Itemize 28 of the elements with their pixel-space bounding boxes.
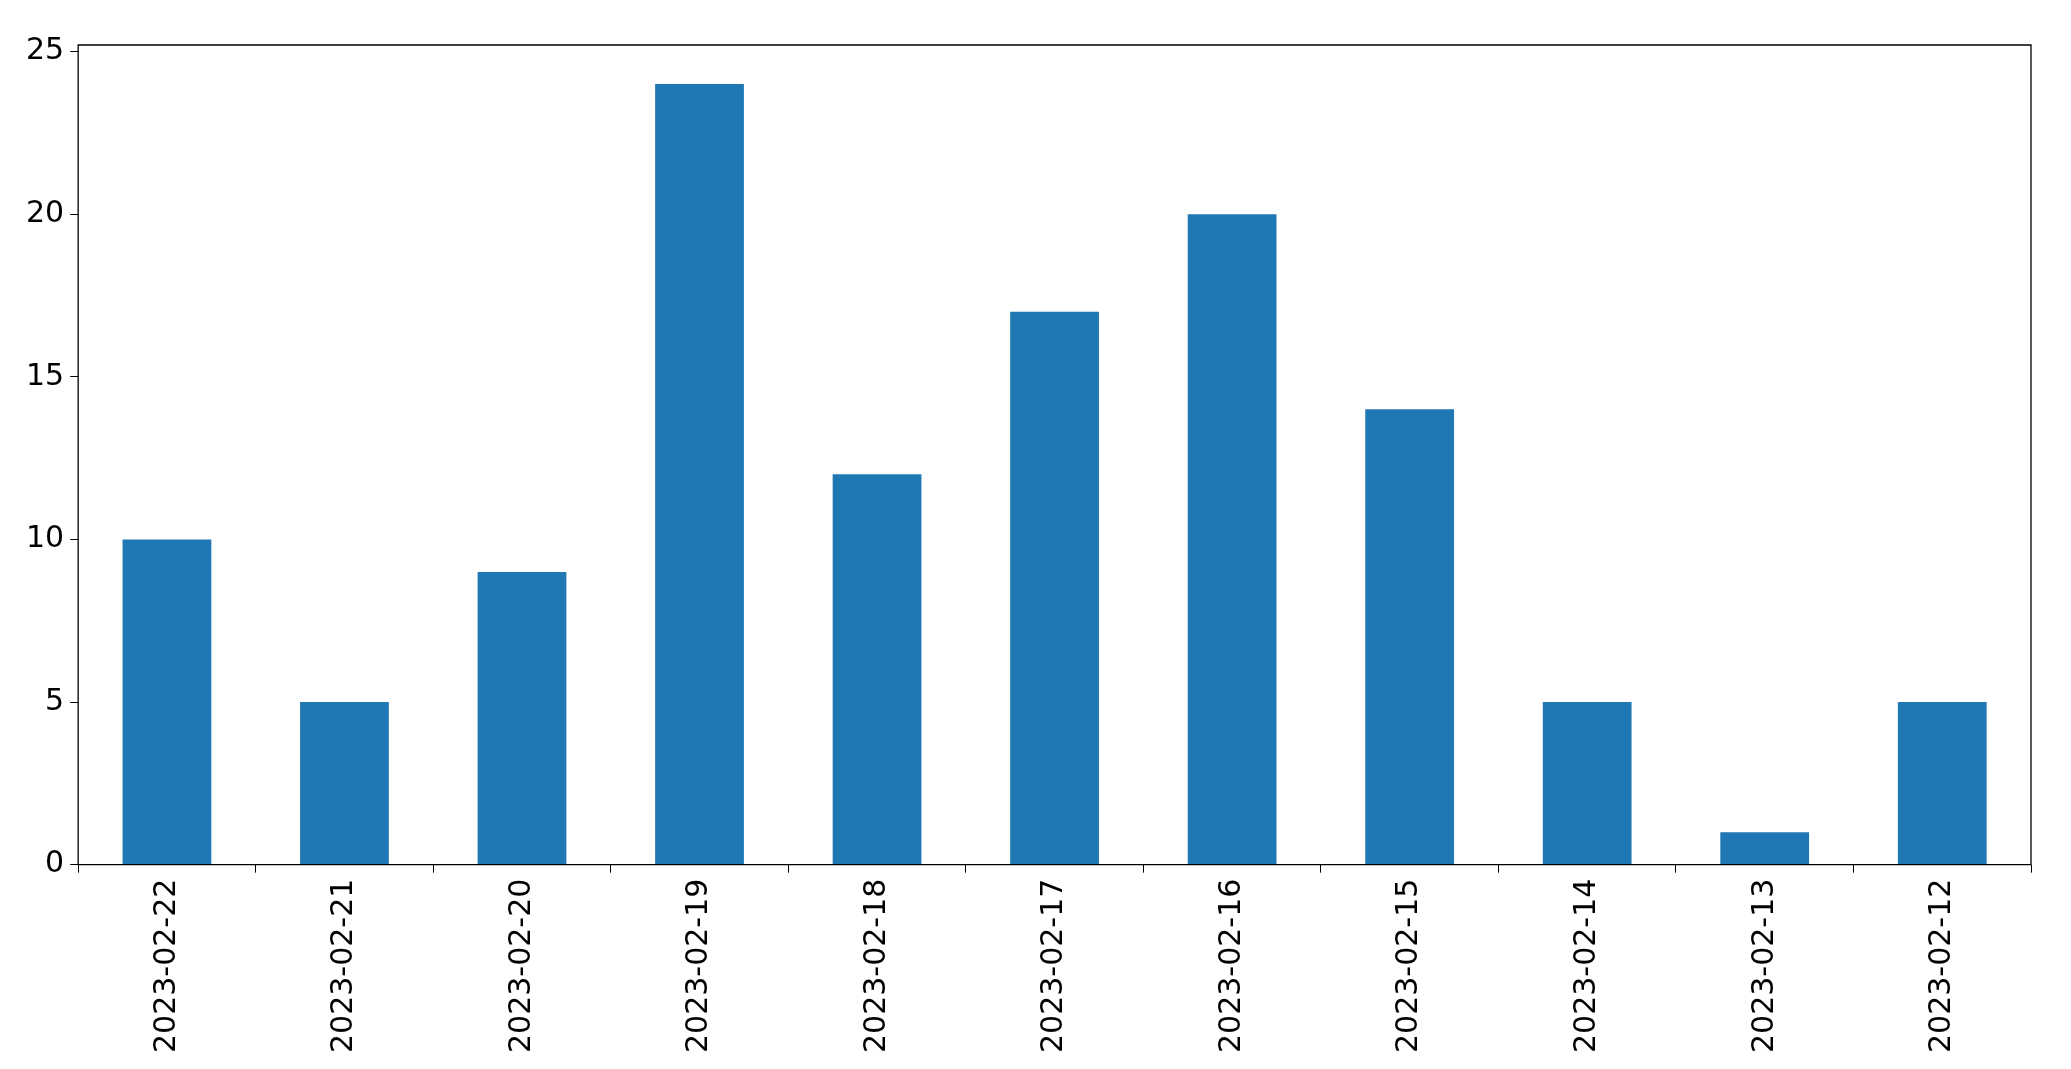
bar: [1010, 311, 1099, 865]
x-tick-label: 2023-02-16: [1211, 878, 1247, 1054]
y-tick-label: 20: [25, 193, 65, 229]
x-tick-label: 2023-02-21: [324, 878, 360, 1054]
x-tick-label: 2023-02-20: [501, 878, 537, 1054]
x-tick-label: 2023-02-14: [1566, 878, 1602, 1054]
y-tick-label: 5: [45, 681, 65, 717]
bar: [122, 539, 212, 865]
y-tick-label: 0: [45, 844, 65, 880]
bar: [1365, 409, 1455, 865]
x-tick-label: 2023-02-17: [1034, 878, 1070, 1054]
x-tick-label: 2023-02-13: [1744, 878, 1780, 1054]
bar: [1187, 214, 1277, 865]
x-tick-label: 2023-02-19: [679, 878, 715, 1054]
y-tick-label: 10: [25, 519, 65, 555]
x-tick-label: 2023-02-15: [1389, 878, 1425, 1054]
y-tick-label: 15: [25, 356, 65, 392]
bar: [1542, 702, 1632, 865]
bar: [1897, 702, 1987, 865]
x-tick-label: 2023-02-12: [1922, 878, 1958, 1054]
bar: [832, 474, 922, 865]
bar: [655, 84, 744, 865]
x-tick-label: 2023-02-18: [856, 878, 892, 1054]
bar: [477, 571, 567, 865]
x-tick-label: 2023-02-22: [146, 878, 182, 1054]
bar: [300, 702, 389, 865]
y-tick-label: 25: [25, 31, 65, 67]
bar: [1720, 832, 1810, 865]
